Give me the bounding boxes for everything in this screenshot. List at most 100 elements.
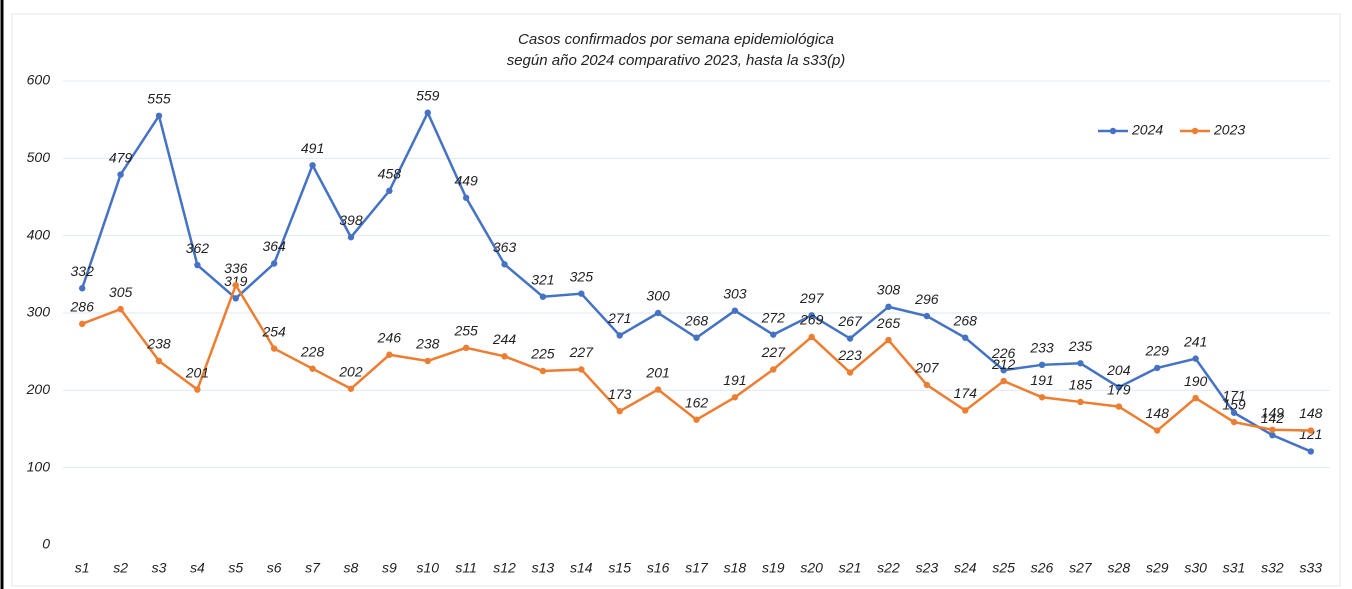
point (232, 295, 239, 302)
x-tick-label: s17 (685, 560, 709, 576)
data-label: 142 (1261, 410, 1285, 426)
data-label: 190 (1184, 373, 1208, 389)
x-tick-label: s19 (762, 560, 785, 576)
data-label: 319 (224, 273, 248, 289)
legend-marker (1191, 127, 1199, 135)
point (194, 261, 201, 269)
data-label: 174 (954, 385, 978, 401)
x-tick-label: s6 (267, 560, 282, 576)
point (347, 385, 355, 392)
point (155, 112, 163, 120)
data-label: 246 (377, 329, 402, 345)
point (78, 320, 86, 328)
point (654, 386, 662, 393)
data-label: 227 (569, 344, 595, 360)
chart-title: Casos confirmados por semana epidemiológ… (518, 31, 834, 48)
data-label: 268 (684, 312, 709, 328)
point (731, 394, 739, 401)
point (808, 312, 815, 319)
x-tick-label: s16 (647, 560, 670, 576)
x-tick-label: s7 (305, 560, 321, 576)
y-tick-label: 600 (27, 72, 51, 88)
data-label: 149 (1261, 404, 1285, 420)
x-tick-label: s26 (1031, 560, 1054, 576)
point (1230, 418, 1238, 426)
x-tick-label: s18 (724, 560, 747, 576)
point (1115, 403, 1123, 410)
y-tick-label: 100 (27, 458, 51, 474)
data-label: 201 (645, 364, 669, 380)
data-label: 212 (991, 356, 1016, 372)
point (616, 408, 623, 415)
x-tick-label: s8 (344, 560, 359, 576)
x-tick-label: s1 (75, 560, 90, 576)
data-label: 272 (761, 309, 786, 325)
data-label: 228 (300, 343, 325, 359)
point (1192, 355, 1199, 362)
point (1115, 384, 1123, 391)
data-label: 226 (991, 345, 1016, 361)
point (194, 386, 201, 393)
x-tick-label: s21 (839, 560, 862, 576)
point (846, 335, 854, 342)
legend-marker (1109, 127, 1117, 135)
data-label: 458 (378, 166, 402, 182)
data-label: 269 (799, 312, 824, 328)
x-tick-label: s28 (1108, 560, 1131, 576)
point (654, 309, 662, 317)
data-label: 300 (646, 288, 670, 304)
x-tick-label: s12 (493, 560, 516, 576)
x-tick-label: s15 (608, 560, 631, 576)
point (501, 261, 508, 268)
chart-title: según año 2024 comparativo 2023, hasta l… (507, 52, 846, 69)
point (462, 344, 470, 351)
data-label: 233 (1029, 340, 1054, 356)
data-label: 254 (261, 323, 286, 339)
point (117, 305, 124, 313)
x-tick-label: s31 (1223, 560, 1246, 576)
point (270, 345, 278, 352)
point (1000, 377, 1007, 385)
point (309, 365, 316, 372)
legend-label: 2024 (1131, 122, 1163, 138)
point (1077, 360, 1084, 367)
data-label: 238 (146, 336, 171, 352)
data-label: 303 (723, 285, 747, 301)
data-label: 297 (799, 290, 825, 306)
point (808, 333, 815, 341)
point (1307, 448, 1315, 455)
data-label: 204 (1106, 362, 1131, 378)
x-tick-label: s14 (570, 560, 593, 576)
x-tick-label: s32 (1261, 560, 1284, 576)
point (424, 357, 431, 365)
point (1269, 431, 1276, 439)
data-label: 555 (147, 91, 171, 107)
y-tick-label: 200 (26, 381, 51, 397)
point (1154, 427, 1161, 434)
point (1077, 398, 1084, 406)
point (539, 367, 547, 375)
x-tick-label: s23 (916, 560, 939, 576)
data-label: 325 (570, 268, 594, 284)
x-tick-label: s9 (382, 560, 397, 576)
data-label: 398 (339, 212, 363, 228)
point (117, 171, 124, 178)
point (578, 290, 585, 297)
legend-label: 2023 (1213, 122, 1245, 138)
point (693, 416, 700, 423)
x-tick-label: s24 (954, 560, 977, 576)
data-label: 336 (224, 260, 248, 276)
x-tick-label: s2 (113, 560, 128, 576)
data-label: 305 (109, 284, 133, 300)
data-label: 223 (837, 347, 862, 363)
point (923, 381, 931, 389)
data-label: 268 (953, 312, 978, 328)
point (1269, 426, 1276, 433)
point (885, 303, 892, 311)
y-tick-label: 0 (42, 536, 50, 552)
y-tick-label: 300 (27, 304, 51, 320)
x-tick-label: s25 (992, 560, 1015, 576)
data-label: 191 (1030, 372, 1053, 388)
data-label: 332 (71, 263, 95, 279)
point (1154, 364, 1161, 372)
